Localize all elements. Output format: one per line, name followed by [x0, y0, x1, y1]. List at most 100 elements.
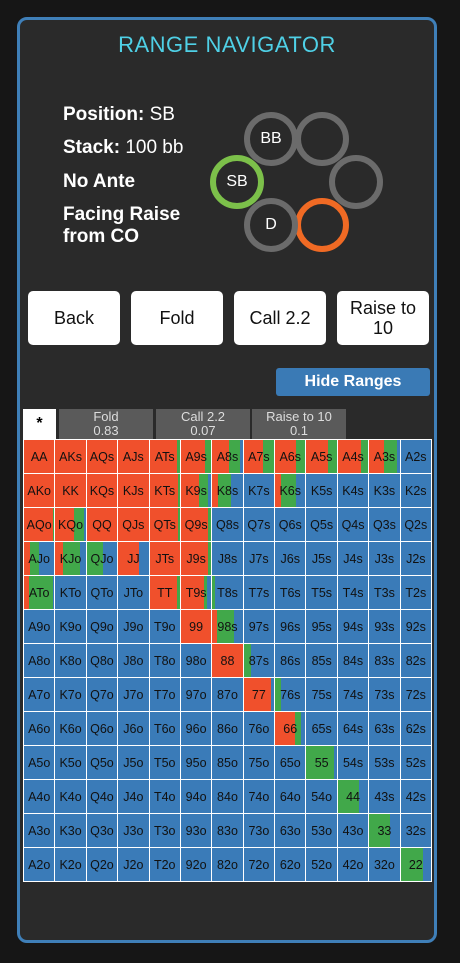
- hand-cell-83o[interactable]: 83o: [211, 813, 244, 848]
- hand-cell-Q9s[interactable]: Q9s: [179, 507, 213, 542]
- hand-cell-AJs[interactable]: AJs: [117, 439, 150, 474]
- hand-cell-55[interactable]: 55: [305, 745, 338, 780]
- hand-cell-72s[interactable]: 72s: [399, 677, 432, 712]
- hand-cell-K3s[interactable]: K3s: [368, 473, 401, 508]
- hand-cell-K9o[interactable]: K9o: [54, 609, 87, 644]
- hand-cell-75o[interactable]: 75o: [242, 745, 276, 780]
- hand-cell-ATs[interactable]: ATs: [148, 439, 181, 474]
- hand-cell-63s[interactable]: 63s: [368, 711, 401, 746]
- hand-cell-AKo[interactable]: AKo: [23, 473, 56, 508]
- hand-cell-JTs[interactable]: JTs: [148, 541, 181, 576]
- hand-cell-44[interactable]: 44: [336, 779, 370, 814]
- hand-cell-Q7o[interactable]: Q7o: [85, 677, 119, 712]
- hand-cell-76o[interactable]: 76o: [242, 711, 276, 746]
- hand-cell-62o[interactable]: 62o: [274, 847, 307, 882]
- hand-cell-AQo[interactable]: AQo: [23, 507, 56, 542]
- hand-cell-K5s[interactable]: K5s: [305, 473, 338, 508]
- hand-cell-K4o[interactable]: K4o: [54, 779, 87, 814]
- hand-cell-82s[interactable]: 82s: [399, 643, 432, 678]
- hand-cell-T7s[interactable]: T7s: [242, 575, 276, 610]
- hand-cell-43s[interactable]: 43s: [368, 779, 401, 814]
- hand-cell-Q8s[interactable]: Q8s: [211, 507, 244, 542]
- hand-cell-QTs[interactable]: QTs: [148, 507, 181, 542]
- hand-cell-J8s[interactable]: J8s: [211, 541, 244, 576]
- hand-cell-J4o[interactable]: J4o: [117, 779, 150, 814]
- hand-cell-32o[interactable]: 32o: [368, 847, 401, 882]
- tab-raise[interactable]: Raise to 10 0.1: [252, 409, 346, 439]
- hand-cell-Q2s[interactable]: Q2s: [399, 507, 432, 542]
- hand-cell-T6o[interactable]: T6o: [148, 711, 181, 746]
- hand-cell-72o[interactable]: 72o: [242, 847, 276, 882]
- hand-cell-Q3s[interactable]: Q3s: [368, 507, 401, 542]
- hand-cell-J7o[interactable]: J7o: [117, 677, 150, 712]
- hand-cell-T5s[interactable]: T5s: [305, 575, 338, 610]
- hand-cell-K7s[interactable]: K7s: [242, 473, 276, 508]
- hand-cell-K8s[interactable]: K8s: [211, 473, 244, 508]
- hand-cell-K2s[interactable]: K2s: [399, 473, 432, 508]
- hand-cell-J9s[interactable]: J9s: [179, 541, 213, 576]
- hand-cell-83s[interactable]: 83s: [368, 643, 401, 678]
- hand-cell-Q3o[interactable]: Q3o: [85, 813, 119, 848]
- hand-cell-Q4o[interactable]: Q4o: [85, 779, 119, 814]
- hand-cell-32s[interactable]: 32s: [399, 813, 432, 848]
- hand-cell-J9o[interactable]: J9o: [117, 609, 150, 644]
- hand-cell-77[interactable]: 77: [242, 677, 276, 712]
- hand-cell-63o[interactable]: 63o: [274, 813, 307, 848]
- hand-cell-A5o[interactable]: A5o: [23, 745, 56, 780]
- hand-cell-K9s[interactable]: K9s: [179, 473, 213, 508]
- hand-cell-76s[interactable]: 76s: [274, 677, 307, 712]
- hand-cell-73o[interactable]: 73o: [242, 813, 276, 848]
- hand-cell-85s[interactable]: 85s: [305, 643, 338, 678]
- hand-cell-94o[interactable]: 94o: [179, 779, 213, 814]
- hand-cell-KTs[interactable]: KTs: [148, 473, 181, 508]
- hand-cell-99[interactable]: 99: [179, 609, 213, 644]
- raise-button[interactable]: Raise to 10: [337, 291, 429, 345]
- hand-cell-AJo[interactable]: AJo: [23, 541, 56, 576]
- hand-cell-K5o[interactable]: K5o: [54, 745, 87, 780]
- hand-cell-64s[interactable]: 64s: [336, 711, 370, 746]
- hand-cell-98o[interactable]: 98o: [179, 643, 213, 678]
- hand-cell-74s[interactable]: 74s: [336, 677, 370, 712]
- hand-cell-T6s[interactable]: T6s: [274, 575, 307, 610]
- hand-cell-KTo[interactable]: KTo: [54, 575, 87, 610]
- hand-cell-J5s[interactable]: J5s: [305, 541, 338, 576]
- hand-cell-92s[interactable]: 92s: [399, 609, 432, 644]
- hand-cell-66[interactable]: 66: [274, 711, 307, 746]
- hand-cell-65s[interactable]: 65s: [305, 711, 338, 746]
- hand-cell-97s[interactable]: 97s: [242, 609, 276, 644]
- hand-cell-KJo[interactable]: KJo: [54, 541, 87, 576]
- hand-cell-A2s[interactable]: A2s: [399, 439, 432, 474]
- hand-cell-KQo[interactable]: KQo: [54, 507, 87, 542]
- hand-cell-98s[interactable]: 98s: [211, 609, 244, 644]
- hand-cell-J6s[interactable]: J6s: [274, 541, 307, 576]
- hand-cell-86o[interactable]: 86o: [211, 711, 244, 746]
- hand-cell-97o[interactable]: 97o: [179, 677, 213, 712]
- hand-cell-T4o[interactable]: T4o: [148, 779, 181, 814]
- hand-cell-Q5s[interactable]: Q5s: [305, 507, 338, 542]
- hand-cell-A3s[interactable]: A3s: [368, 439, 401, 474]
- hand-cell-64o[interactable]: 64o: [274, 779, 307, 814]
- hand-cell-84o[interactable]: 84o: [211, 779, 244, 814]
- hide-ranges-button[interactable]: Hide Ranges: [276, 368, 430, 396]
- hand-cell-73s[interactable]: 73s: [368, 677, 401, 712]
- hand-cell-JTo[interactable]: JTo: [117, 575, 150, 610]
- fold-button[interactable]: Fold: [131, 291, 223, 345]
- hand-cell-A9o[interactable]: A9o: [23, 609, 56, 644]
- hand-cell-85o[interactable]: 85o: [211, 745, 244, 780]
- hand-cell-T7o[interactable]: T7o: [148, 677, 181, 712]
- hand-cell-K4s[interactable]: K4s: [336, 473, 370, 508]
- tab-fold[interactable]: Fold 0.83: [59, 409, 153, 439]
- back-button[interactable]: Back: [28, 291, 120, 345]
- hand-cell-J3s[interactable]: J3s: [368, 541, 401, 576]
- hand-cell-Q9o[interactable]: Q9o: [85, 609, 119, 644]
- hand-cell-42s[interactable]: 42s: [399, 779, 432, 814]
- hand-cell-84s[interactable]: 84s: [336, 643, 370, 678]
- hand-cell-82o[interactable]: 82o: [211, 847, 244, 882]
- hand-cell-Q7s[interactable]: Q7s: [242, 507, 276, 542]
- hand-cell-JJ[interactable]: JJ: [117, 541, 150, 576]
- hand-cell-A6o[interactable]: A6o: [23, 711, 56, 746]
- hand-cell-95s[interactable]: 95s: [305, 609, 338, 644]
- hand-cell-53s[interactable]: 53s: [368, 745, 401, 780]
- hand-cell-T8o[interactable]: T8o: [148, 643, 181, 678]
- hand-cell-95o[interactable]: 95o: [179, 745, 213, 780]
